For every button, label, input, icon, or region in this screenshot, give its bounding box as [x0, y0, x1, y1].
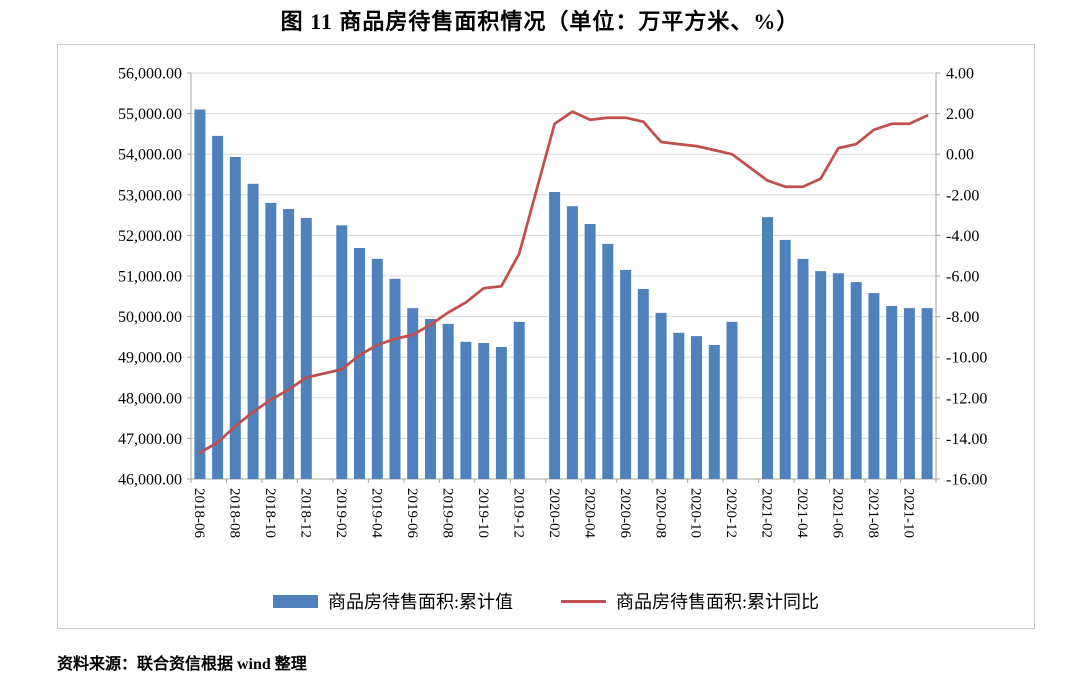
bar	[762, 217, 773, 479]
bar	[194, 109, 206, 479]
bar	[726, 321, 738, 479]
y-right-tick-label: 4.00	[946, 66, 974, 83]
x-tick-label: 2019-08	[439, 488, 455, 538]
bar	[336, 225, 348, 480]
bar	[691, 336, 702, 479]
bar	[478, 343, 490, 479]
y-right-tick-label: -16.00	[946, 472, 987, 489]
bar	[300, 217, 312, 479]
bar	[389, 278, 401, 479]
bar	[602, 243, 614, 479]
y-left-tick-label: 46,000.00	[118, 472, 182, 489]
x-tick-label: 2021-10	[901, 488, 917, 538]
bar	[229, 157, 241, 479]
y-right-tick-label: -8.00	[946, 309, 979, 326]
x-tick-label: 2020-12	[723, 488, 739, 538]
x-tick-label: 2020-06	[617, 488, 633, 538]
bar	[584, 224, 596, 479]
legend-item-cumulative-value: 商品房待售面积:累计值	[273, 588, 513, 614]
y-left-tick-label: 54,000.00	[118, 147, 182, 164]
y-right-tick-label: -4.00	[946, 228, 979, 245]
bar	[265, 202, 277, 479]
y-right-tick-label: -2.00	[946, 187, 979, 204]
y-left-tick-label: 53,000.00	[118, 187, 182, 204]
bar	[549, 192, 561, 479]
x-tick-label: 2019-12	[510, 488, 526, 538]
y-right-tick-label: -12.00	[946, 390, 987, 407]
y-left-tick-label: 48,000.00	[118, 390, 182, 407]
x-tick-label: 2021-04	[794, 488, 810, 538]
x-tick-label: 2018-10	[262, 488, 278, 538]
bar	[886, 306, 898, 479]
x-tick-label: 2020-04	[581, 488, 597, 538]
chart-title: 图 11 商品房待售面积情况（单位：万平方米、%）	[280, 9, 800, 34]
bar	[371, 258, 383, 479]
x-tick-label: 2020-10	[688, 488, 704, 538]
trend-line	[198, 110, 929, 454]
chart-panel: 56,000.00 55,000.00 54,000.00 53,000.00 52,0…	[57, 44, 1035, 629]
bar	[673, 332, 685, 479]
bar	[637, 289, 649, 479]
chart-legend: 商品房待售面积:累计值 商品房待售面积:累计同比	[58, 588, 1034, 614]
x-tick-label: 2021-08	[865, 488, 881, 538]
bar	[442, 323, 454, 479]
bar	[460, 341, 472, 479]
bar	[354, 248, 365, 479]
legend-bar-swatch-icon	[273, 594, 318, 608]
bar	[903, 308, 915, 479]
bar	[655, 312, 667, 479]
y-left-tick-label: 50,000.00	[118, 309, 182, 326]
y-left-tick-label: 55,000.00	[118, 106, 182, 123]
x-tick-label: 2019-04	[368, 488, 384, 538]
y-left-tick-label: 49,000.00	[118, 350, 182, 367]
bar	[620, 269, 632, 479]
bar	[247, 183, 259, 480]
x-tick-label: 2020-02	[546, 488, 562, 538]
y-left-tick-label: 47,000.00	[118, 431, 182, 448]
y-right-tick-label: -10.00	[946, 350, 987, 367]
legend-line-swatch-icon	[561, 599, 606, 603]
y-left-tick-label: 56,000.00	[118, 66, 182, 83]
legend-label-cumulative-value: 商品房待售面积:累计值	[328, 592, 513, 612]
y-right-tick-label: -14.00	[946, 431, 987, 448]
x-tick-label: 2021-06	[830, 488, 846, 538]
bar	[797, 258, 809, 479]
x-tick-label: 2018-12	[297, 488, 313, 538]
bar	[832, 273, 844, 479]
source-note: 资料来源：联合资信根据 wind 整理	[57, 656, 307, 673]
x-tick-label: 2020-08	[652, 488, 668, 538]
legend-item-yoy: 商品房待售面积:累计同比	[561, 588, 819, 614]
y-right-tick-label: 0.00	[946, 147, 974, 164]
x-tick-label: 2021-02	[759, 488, 775, 538]
bar	[850, 282, 862, 479]
x-tick-label: 2018-08	[227, 488, 243, 538]
bar	[495, 347, 507, 479]
bar	[407, 308, 419, 479]
legend-label-yoy: 商品房待售面积:累计同比	[616, 592, 819, 612]
bar	[283, 209, 295, 479]
y-right-tick-label: 2.00	[946, 106, 974, 123]
bar	[779, 239, 791, 479]
bar	[513, 321, 525, 479]
x-tick-label: 2019-10	[475, 488, 491, 538]
bar	[566, 206, 578, 479]
bar	[921, 308, 933, 479]
x-tick-label: 2018-06	[191, 488, 207, 538]
x-tick-label: 2019-06	[404, 488, 420, 538]
y-right-tick-label: -6.00	[946, 269, 979, 286]
bar	[868, 293, 880, 479]
chart-canvas: 56,000.00 55,000.00 54,000.00 53,000.00 52,0…	[118, 66, 987, 539]
y-left-tick-label: 51,000.00	[118, 269, 182, 286]
y-left-tick-label: 52,000.00	[118, 228, 182, 245]
bar	[815, 271, 827, 479]
x-tick-label: 2019-02	[333, 488, 349, 538]
bar	[212, 135, 224, 479]
bar	[425, 319, 436, 479]
bar	[708, 345, 720, 479]
